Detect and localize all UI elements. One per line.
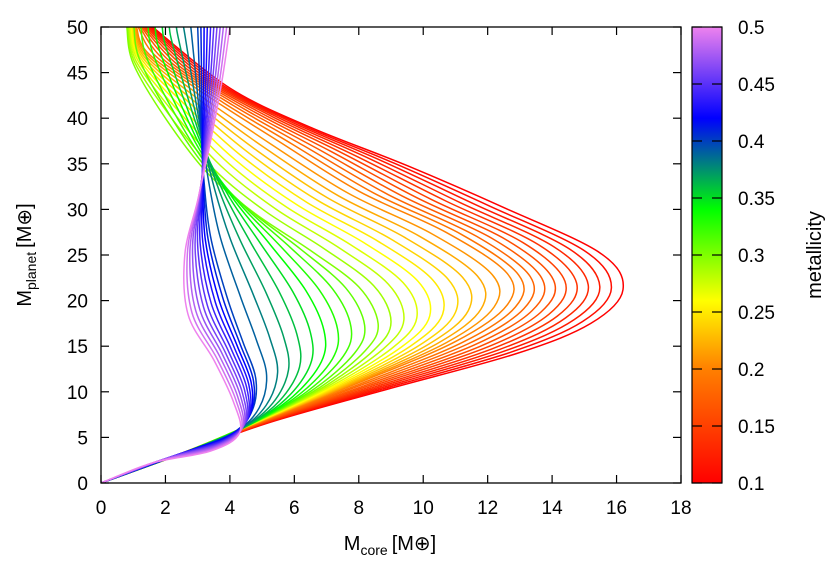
series-line <box>101 27 243 483</box>
x-axis-title: Mcore [M⊕] <box>344 533 436 558</box>
colorbar-tick-label: 0.45 <box>738 75 775 96</box>
colorbar-tick-label: 0.3 <box>738 246 764 267</box>
colorbar-tick-label: 0.35 <box>738 189 775 210</box>
x-axis: 0 2 4 6 8 10 12 14 16 18 <box>96 27 692 519</box>
series-line <box>101 27 242 483</box>
y-tick-label: 50 <box>67 18 88 39</box>
y-tick-label: 15 <box>67 337 88 358</box>
y-tick-label: 25 <box>67 246 88 267</box>
series-line <box>101 27 625 483</box>
x-tick-label: 2 <box>160 498 171 519</box>
x-tick-label: 0 <box>96 498 107 519</box>
y-tick-label: 45 <box>67 64 88 85</box>
x-tick-label: 18 <box>670 498 691 519</box>
y-tick-label: 20 <box>67 292 88 313</box>
y-axis: 0 5 10 15 20 25 30 35 40 45 50 <box>67 18 681 495</box>
y-tick-label: 30 <box>67 200 88 221</box>
series-line <box>101 27 245 483</box>
plot-lines <box>101 27 625 483</box>
colorbar-tick-label: 0.25 <box>738 303 775 324</box>
series-line <box>101 27 590 483</box>
x-tick-label: 4 <box>225 498 236 519</box>
x-tick-label: 14 <box>542 498 564 519</box>
y-axis-title: Mplanet[M⊕] <box>14 203 39 306</box>
colorbar-tick-label: 0.15 <box>738 417 775 438</box>
series-line <box>101 27 405 483</box>
y-tick-label: 5 <box>77 428 88 449</box>
colorbar-tick-label: 0.4 <box>738 132 765 153</box>
x-tick-label: 10 <box>413 498 434 519</box>
y-tick-label: 35 <box>67 155 88 176</box>
y-tick-label: 0 <box>77 474 88 495</box>
x-tick-label: 12 <box>477 498 498 519</box>
series-line <box>101 27 246 483</box>
colorbar-axis: 0.1 0.15 0.2 0.25 0.3 0.35 0.4 0.45 0.5 <box>692 18 775 495</box>
y-tick-label: 10 <box>67 383 88 404</box>
colorbar-tick-label: 0.2 <box>738 360 764 381</box>
series-line <box>101 27 501 483</box>
series-line <box>101 27 546 483</box>
colorbar-label: metallicity <box>804 211 826 299</box>
x-tick-label: 16 <box>606 498 627 519</box>
x-tick-label: 6 <box>289 498 300 519</box>
colorbar-tick-label: 0.5 <box>738 18 764 39</box>
y-tick-label: 40 <box>67 109 88 130</box>
colorbar-tick-label: 0.1 <box>738 474 764 495</box>
x-tick-label: 8 <box>353 498 364 519</box>
